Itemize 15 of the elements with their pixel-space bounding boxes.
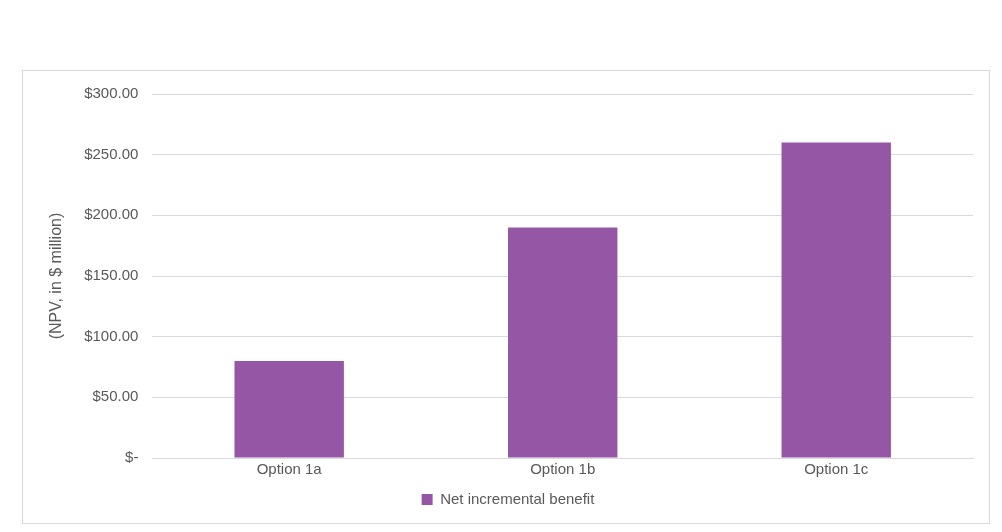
- x-tick-label: Option 1b: [530, 460, 596, 478]
- x-tick-label: Option 1a: [256, 460, 323, 478]
- bar: [234, 360, 344, 458]
- bar: [781, 142, 891, 458]
- legend-label: Net incremental benefit: [440, 489, 596, 507]
- y-tick-label: $-: [125, 448, 139, 466]
- x-tick-label: Option 1c: [804, 460, 869, 478]
- y-tick-label: $150.00: [84, 266, 139, 284]
- y-tick-label: $50.00: [92, 387, 139, 405]
- bar: [508, 227, 618, 458]
- y-tick-label: $100.00: [84, 326, 139, 344]
- y-tick-label: $200.00: [84, 205, 139, 223]
- y-axis-title: (NPV, in $ million): [47, 212, 65, 340]
- y-tick-label: $300.00: [84, 84, 139, 102]
- y-tick-label: $250.00: [84, 144, 139, 162]
